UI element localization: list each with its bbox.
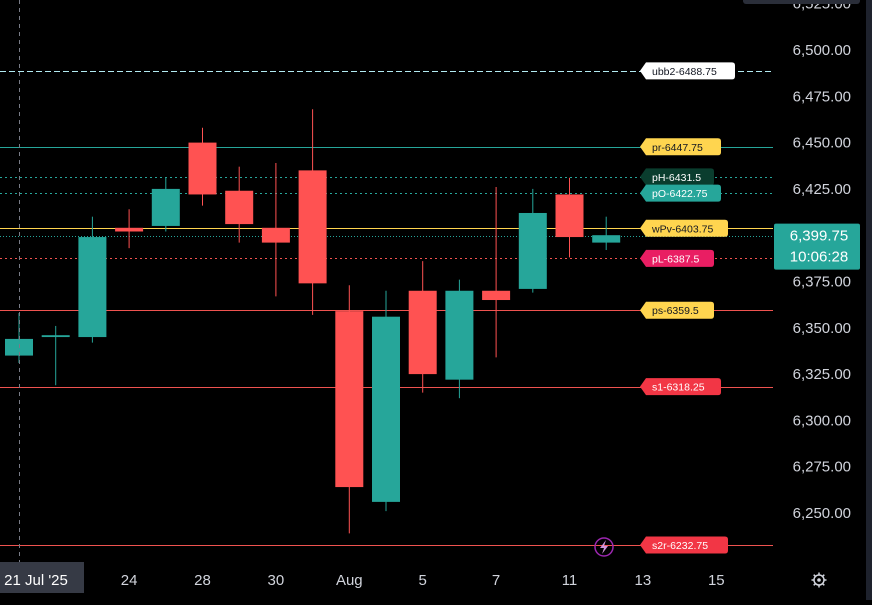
level-badge-shape: [640, 378, 721, 396]
settings-icon-tooth: [813, 574, 816, 577]
crosshair-date-badge: 21 Jul '25: [0, 562, 84, 593]
level-badge[interactable]: wPv-6403.75: [640, 219, 728, 237]
misc-layer: [594, 0, 872, 600]
candles-layer: [5, 109, 621, 534]
level-badge-label: wPv-6403.75: [651, 223, 713, 235]
candle-body[interactable]: [151, 188, 180, 226]
level-badge-shape: [640, 219, 728, 237]
lightning-icon[interactable]: [594, 537, 614, 557]
candle-body[interactable]: [482, 290, 511, 301]
candle-body[interactable]: [115, 227, 144, 232]
level-badge[interactable]: ubb2-6488.75: [640, 62, 735, 80]
current-price-badge[interactable]: 6,399.75 10:06:28: [774, 223, 860, 270]
time-tick-label: 15: [708, 572, 725, 589]
level-badge-label: pL-6387.5: [652, 253, 699, 265]
candle-body[interactable]: [298, 170, 327, 284]
price-axis: 6,525.006,500.006,475.006,450.006,425.00…: [773, 0, 860, 600]
settings-icon[interactable]: [811, 572, 827, 588]
candle-body[interactable]: [41, 335, 70, 338]
axis-top-widget: [743, 0, 860, 4]
current-price-badge-bg: [774, 223, 860, 270]
time-tick-label: 7: [492, 572, 500, 589]
candle-body[interactable]: [261, 227, 290, 243]
time-tick-label: Aug: [336, 572, 363, 589]
time-axis: 24 28 30 Aug 5 7 11 13 15 21 Jul '25: [0, 562, 725, 593]
level-badge-shape: [640, 301, 714, 319]
candle-body[interactable]: [555, 194, 584, 238]
level-badge[interactable]: pL-6387.5: [640, 249, 714, 267]
time-tick-label: 13: [635, 572, 652, 589]
level-badge-shape: [640, 184, 721, 202]
lightning-icon-ring: [594, 537, 614, 557]
current-price-label: 6,399.75: [790, 228, 848, 245]
crosshair-date-label: 21 Jul '25: [4, 572, 68, 589]
price-tick-label: 6,425.00: [793, 181, 851, 198]
level-badge[interactable]: pO-6422.75: [640, 184, 721, 202]
settings-icon-hub: [817, 578, 821, 582]
price-tick-label: 6,250.00: [793, 505, 851, 522]
time-tick-label: 5: [419, 572, 427, 589]
price-tick-label: 6,350.00: [793, 320, 851, 337]
time-tick-label: 28: [194, 572, 211, 589]
vertical-scrollbar[interactable]: [866, 0, 872, 600]
level-badge[interactable]: s1-6318.25: [640, 378, 721, 396]
countdown-label: 10:06:28: [790, 249, 848, 266]
level-badge-label: s2r-6232.75: [652, 540, 708, 552]
price-tick-label: 6,450.00: [793, 135, 851, 152]
candle-body[interactable]: [78, 237, 107, 338]
price-tick-label: 6,375.00: [793, 274, 851, 291]
time-tick-label: 11: [562, 572, 578, 589]
candle-body[interactable]: [225, 190, 254, 225]
price-tick-label: 6,275.00: [793, 459, 851, 476]
level-badge-label: ps-6359.5: [652, 305, 699, 317]
time-tick-label: 24: [121, 572, 138, 589]
level-badge-shape: [640, 536, 728, 554]
level-badges-layer: ubb2-6488.75 pr-6447.75 pH-6431.5 pO-6422.7…: [640, 62, 735, 554]
level-badge-shape: [640, 249, 714, 267]
candle-body[interactable]: [372, 316, 400, 502]
level-badge-label: pO-6422.75: [652, 188, 708, 200]
settings-icon-tooth: [813, 583, 816, 586]
level-badge-shape: [640, 62, 735, 80]
level-badge[interactable]: s2r-6232.75: [640, 536, 728, 554]
price-tick-label: 6,300.00: [793, 412, 851, 429]
candle-body[interactable]: [188, 142, 217, 195]
level-badge[interactable]: pH-6431.5: [640, 168, 714, 186]
candle-body[interactable]: [335, 311, 364, 488]
price-tick-label: 6,325.00: [793, 366, 851, 383]
level-badge-label: pr-6447.75: [652, 142, 703, 154]
level-badge-label: ubb2-6488.75: [652, 66, 717, 78]
settings-icon-tooth: [822, 574, 825, 577]
lightning-icon-bolt: [600, 540, 608, 554]
crosshair-date-bg: [0, 562, 84, 593]
level-badge[interactable]: pr-6447.75: [640, 138, 721, 156]
price-tick-label: 6,475.00: [793, 88, 851, 105]
candle-body[interactable]: [445, 290, 474, 380]
candle-body[interactable]: [518, 212, 547, 289]
settings-icon-tooth: [822, 583, 825, 586]
level-badge-shape: [640, 168, 714, 186]
price-tick-label: 6,500.00: [793, 42, 851, 59]
candle-body[interactable]: [408, 290, 437, 375]
level-badge-label: s1-6318.25: [652, 382, 705, 394]
level-badge[interactable]: ps-6359.5: [640, 301, 714, 319]
level-badge-label: pH-6431.5: [652, 172, 701, 184]
candle-body[interactable]: [592, 235, 621, 243]
level-badge-shape: [640, 138, 721, 156]
time-tick-label: 30: [268, 572, 285, 589]
